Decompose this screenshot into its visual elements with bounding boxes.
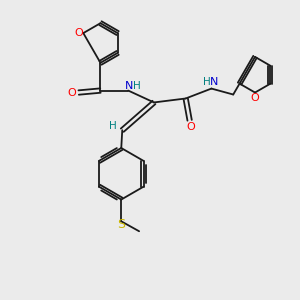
Text: N: N xyxy=(125,81,134,91)
Text: H: H xyxy=(110,121,117,131)
Text: O: O xyxy=(186,122,195,132)
Text: O: O xyxy=(250,94,260,103)
Text: O: O xyxy=(68,88,76,98)
Text: N: N xyxy=(210,76,219,87)
Text: H: H xyxy=(133,81,141,91)
Text: O: O xyxy=(74,28,83,38)
Text: S: S xyxy=(117,218,125,231)
Text: H: H xyxy=(202,76,210,87)
